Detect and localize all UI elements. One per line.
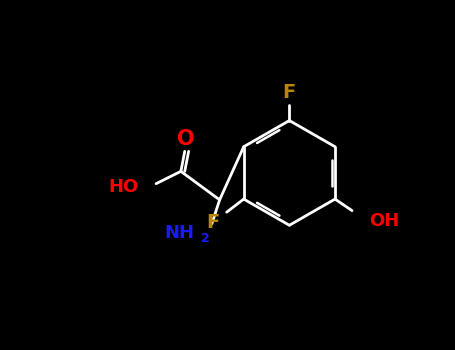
Text: OH: OH — [369, 212, 399, 230]
Text: F: F — [206, 213, 219, 232]
Text: 2: 2 — [201, 232, 209, 245]
Text: F: F — [283, 83, 296, 102]
Text: HO: HO — [109, 178, 139, 196]
Text: NH: NH — [165, 224, 195, 242]
Text: O: O — [177, 129, 195, 149]
